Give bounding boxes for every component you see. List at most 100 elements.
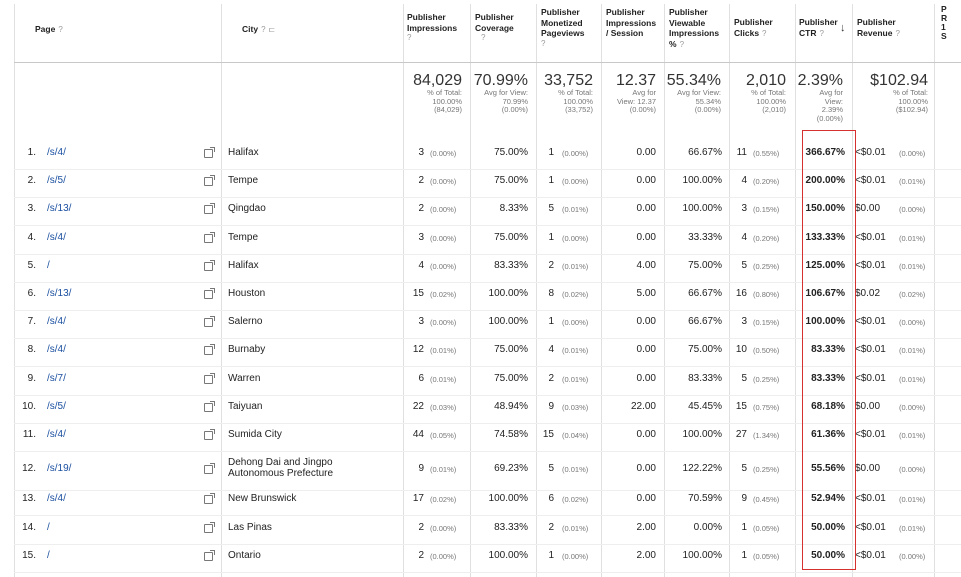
header-coverage[interactable]: Publisher Coverage? <box>475 12 514 42</box>
page-link[interactable]: / <box>47 260 50 271</box>
revenue-percent: (0.02%) <box>899 290 926 299</box>
header-impressions-per-session[interactable]: Publisher Impressions / Session <box>606 7 657 38</box>
external-link-icon[interactable] <box>204 522 215 533</box>
row-divider <box>14 282 961 283</box>
row-divider <box>14 490 961 491</box>
col-sep <box>729 4 730 577</box>
external-link-icon[interactable] <box>204 550 215 561</box>
impressions-value: 2 <box>418 203 424 214</box>
revenue-value: $0.00 <box>855 463 881 474</box>
external-link-icon[interactable] <box>204 147 215 158</box>
clicks-value: 11 <box>736 147 747 158</box>
coverage-value: 100.00% <box>488 316 528 327</box>
revenue-percent: (0.01%) <box>899 346 926 355</box>
external-link-icon[interactable] <box>204 463 215 474</box>
revenue-percent: (0.00%) <box>899 149 926 158</box>
help-icon[interactable]: ? <box>261 25 266 34</box>
clicks-value: 1 <box>741 522 747 533</box>
viewable-value: 45.45% <box>688 401 722 412</box>
city-cell: Halifax <box>228 260 259 271</box>
header-revenue[interactable]: Publisher Revenue? <box>857 17 900 38</box>
help-icon[interactable]: ? <box>58 25 63 34</box>
help-icon[interactable]: ? <box>679 39 685 49</box>
row-number: 1. <box>27 147 36 158</box>
coverage-value: 74.58% <box>494 429 528 440</box>
total-impressions-per-session: 12.37 Avg for View: 12.37 (0.00%) <box>615 72 656 114</box>
help-icon[interactable]: ? <box>762 28 767 38</box>
page-link[interactable]: / <box>47 550 50 561</box>
col-sep <box>470 4 471 577</box>
revenue-value: <$0.01 <box>855 316 886 327</box>
revenue-value: <$0.01 <box>855 147 886 158</box>
external-link-icon[interactable] <box>204 401 215 412</box>
external-link-icon[interactable] <box>204 429 215 440</box>
coverage-value: 83.33% <box>494 260 528 271</box>
secondary-dimension-icon[interactable]: ⊏ <box>268 25 276 34</box>
page-link[interactable]: / <box>47 522 50 533</box>
page-link[interactable]: /s/5/ <box>47 175 66 186</box>
row-divider <box>14 225 961 226</box>
help-icon[interactable]: ? <box>407 33 412 42</box>
header-page[interactable]: Page? <box>35 24 63 34</box>
city-cell: Sumida City <box>228 429 282 440</box>
impressions-percent: (0.05%) <box>430 431 457 440</box>
help-icon[interactable]: ? <box>895 28 900 38</box>
clicks-value: 5 <box>741 260 747 271</box>
external-link-icon[interactable] <box>204 203 215 214</box>
page-link[interactable]: /s/7/ <box>47 373 66 384</box>
header-impressions[interactable]: Publisher Impressions? <box>407 12 458 42</box>
page-link[interactable]: /s/5/ <box>47 401 66 412</box>
monetized-value: 1 <box>548 550 554 561</box>
external-link-icon[interactable] <box>204 373 215 384</box>
impressions-per-session-value: 0.00 <box>636 463 656 474</box>
help-icon[interactable]: ? <box>481 33 486 42</box>
external-link-icon[interactable] <box>204 344 215 355</box>
row-number: 9. <box>27 373 36 384</box>
external-link-icon[interactable] <box>204 232 215 243</box>
impressions-value: 44 <box>412 429 424 440</box>
row-number: 8. <box>27 344 36 355</box>
revenue-percent: (0.00%) <box>899 205 926 214</box>
help-icon[interactable]: ? <box>819 28 824 38</box>
clicks-percent: (0.05%) <box>753 552 780 561</box>
viewable-value: 0.00% <box>693 522 722 533</box>
revenue-percent: (0.00%) <box>899 552 926 561</box>
viewable-value: 66.67% <box>688 288 722 299</box>
monetized-percent: (0.04%) <box>562 431 589 440</box>
header-clicks[interactable]: Publisher Clicks? <box>734 17 773 38</box>
page-link[interactable]: /s/4/ <box>47 493 66 504</box>
page-link[interactable]: /s/4/ <box>47 316 66 327</box>
row-number: 10. <box>22 401 36 412</box>
page-link[interactable]: /s/4/ <box>47 147 66 158</box>
revenue-value: <$0.01 <box>855 373 886 384</box>
header-monetized-pageviews[interactable]: Publisher Monetized Pageviews? <box>541 7 585 48</box>
page-link[interactable]: /s/4/ <box>47 232 66 243</box>
coverage-value: 100.00% <box>488 288 528 299</box>
header-city[interactable]: City? ⊏ <box>242 24 276 34</box>
external-link-icon[interactable] <box>204 493 215 504</box>
external-link-icon[interactable] <box>204 288 215 299</box>
revenue-value: <$0.01 <box>855 175 886 186</box>
header-ctr[interactable]: Publisher CTR? <box>799 17 838 38</box>
monetized-value: 9 <box>548 401 554 412</box>
page-link[interactable]: /s/4/ <box>47 344 66 355</box>
impressions-per-session-value: 0.00 <box>636 493 656 504</box>
external-link-icon[interactable] <box>204 260 215 271</box>
page-link[interactable]: /s/13/ <box>47 288 72 299</box>
external-link-icon[interactable] <box>204 316 215 327</box>
sort-descending-icon[interactable]: ↓ <box>840 22 846 34</box>
page-link[interactable]: /s/13/ <box>47 203 72 214</box>
monetized-percent: (0.00%) <box>562 234 589 243</box>
city-cell: Tempe <box>228 232 259 243</box>
total-clicks: 2,010 % of Total: 100.00% (2,010) <box>745 72 786 114</box>
help-icon[interactable]: ? <box>541 38 546 48</box>
city-cell: New Brunswick <box>228 493 297 504</box>
monetized-value: 6 <box>548 493 554 504</box>
page-link[interactable]: /s/4/ <box>47 429 66 440</box>
total-monetized-pageviews: 33,752 % of Total: 100.00% (33,752) <box>544 72 593 114</box>
clicks-value: 5 <box>741 373 747 384</box>
external-link-icon[interactable] <box>204 175 215 186</box>
page-link[interactable]: /s/19/ <box>47 463 72 474</box>
header-viewable-impressions[interactable]: Publisher Viewable Impressions%? <box>669 7 720 49</box>
